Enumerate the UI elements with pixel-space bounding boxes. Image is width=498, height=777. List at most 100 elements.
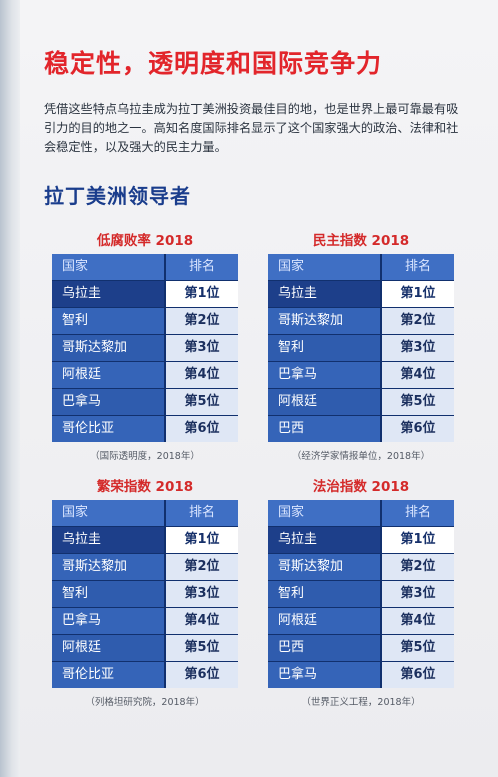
table-row: 哥斯达黎加 第2位 [268, 308, 454, 335]
table-row: 巴西 第6位 [268, 416, 454, 442]
country-cell: 智利 [52, 308, 166, 334]
ranking-panel-corruption: 低腐败率 2018 国家 排名 乌拉圭 第1位 智利 第2位 哥斯达黎加 第3位… [52, 228, 238, 462]
header-country: 国家 [268, 254, 382, 280]
country-cell: 哥斯达黎加 [52, 335, 166, 361]
page-title: 稳定性，透明度和国际竞争力 [44, 49, 383, 78]
panel-title: 低腐败率 2018 [96, 233, 194, 249]
country-cell: 阿根廷 [52, 635, 166, 661]
table-row: 巴西 第5位 [268, 635, 454, 662]
country-cell: 巴拿马 [268, 662, 382, 688]
table-row: 巴拿马 第6位 [268, 662, 454, 688]
country-cell: 哥伦比亚 [52, 416, 166, 442]
table-row: 哥斯达黎加 第2位 [268, 554, 454, 581]
country-cell: 哥斯达黎加 [268, 554, 382, 580]
rank-cell: 第6位 [382, 416, 454, 442]
rank-cell: 第4位 [166, 362, 238, 388]
table-row: 巴拿马 第4位 [268, 362, 454, 389]
section-subtitle: 拉丁美洲领导者 [44, 184, 191, 208]
table-row: 巴拿马 第5位 [52, 389, 238, 416]
rank-cell: 第5位 [166, 389, 238, 415]
ranking-panel-prosperity: 繁荣指数 2018 国家 排名 乌拉圭 第1位 哥斯达黎加 第2位 智利 第3位… [52, 474, 238, 708]
header-country: 国家 [52, 254, 166, 280]
table-row: 乌拉圭 第1位 [268, 281, 454, 308]
table-row: 智利 第3位 [268, 335, 454, 362]
table-row: 巴拿马 第4位 [52, 608, 238, 635]
rank-cell: 第3位 [382, 581, 454, 607]
country-cell: 巴拿马 [268, 362, 382, 388]
rank-cell: 第2位 [382, 308, 454, 334]
page-edge [0, 0, 20, 777]
table-row: 阿根廷 第4位 [268, 608, 454, 635]
country-cell: 智利 [268, 581, 382, 607]
country-cell: 阿根廷 [268, 608, 382, 634]
rank-cell: 第5位 [382, 389, 454, 415]
rank-cell: 第1位 [166, 281, 238, 307]
country-cell: 乌拉圭 [52, 527, 166, 553]
rank-cell: 第4位 [166, 608, 238, 634]
table-row: 乌拉圭 第1位 [52, 527, 238, 554]
rank-cell: 第2位 [166, 308, 238, 334]
ranking-panel-rule-of-law: 法治指数 2018 国家 排名 乌拉圭 第1位 哥斯达黎加 第2位 智利 第3位… [268, 474, 454, 708]
table-source: （国际透明度，2018年） [90, 451, 200, 462]
table-header-row: 国家 排名 [52, 254, 238, 281]
country-cell: 阿根廷 [268, 389, 382, 415]
country-cell: 巴拿马 [52, 389, 166, 415]
rank-cell: 第1位 [166, 527, 238, 553]
table-header-row: 国家 排名 [52, 500, 238, 527]
table-source: （经济学家情报单位，2018年） [291, 451, 431, 462]
table-row: 阿根廷 第5位 [268, 389, 454, 416]
rank-cell: 第4位 [382, 362, 454, 388]
rank-cell: 第3位 [382, 335, 454, 361]
rank-cell: 第6位 [382, 662, 454, 688]
country-cell: 巴西 [268, 635, 382, 661]
table-header-row: 国家 排名 [268, 500, 454, 527]
table-source: （世界正义工程，2018年） [301, 697, 421, 708]
header-rank: 排名 [166, 500, 238, 526]
rank-cell: 第5位 [166, 635, 238, 661]
header-rank: 排名 [382, 254, 454, 280]
panel-title: 繁荣指数 2018 [96, 479, 194, 495]
table-row: 乌拉圭 第1位 [52, 281, 238, 308]
table-row: 哥伦比亚 第6位 [52, 416, 238, 442]
table-source: （列格坦研究院，2018年） [85, 697, 205, 708]
table-row: 哥伦比亚 第6位 [52, 662, 238, 688]
ranking-panel-democracy: 民主指数 2018 国家 排名 乌拉圭 第1位 哥斯达黎加 第2位 智利 第3位… [268, 228, 454, 462]
table-header-row: 国家 排名 [268, 254, 454, 281]
rank-cell: 第6位 [166, 662, 238, 688]
rank-cell: 第2位 [166, 554, 238, 580]
header-country: 国家 [52, 500, 166, 526]
ranking-table: 国家 排名 乌拉圭 第1位 哥斯达黎加 第2位 智利 第3位 巴拿马 第4位 阿… [52, 500, 238, 688]
table-row: 哥斯达黎加 第2位 [52, 554, 238, 581]
country-cell: 智利 [52, 581, 166, 607]
rank-cell: 第3位 [166, 335, 238, 361]
rank-cell: 第5位 [382, 635, 454, 661]
ranking-table: 国家 排名 乌拉圭 第1位 智利 第2位 哥斯达黎加 第3位 阿根廷 第4位 巴… [52, 254, 238, 442]
country-cell: 乌拉圭 [268, 527, 382, 553]
rank-cell: 第4位 [382, 608, 454, 634]
rank-cell: 第2位 [382, 554, 454, 580]
country-cell: 哥斯达黎加 [52, 554, 166, 580]
ranking-table: 国家 排名 乌拉圭 第1位 哥斯达黎加 第2位 智利 第3位 阿根廷 第4位 巴… [268, 500, 454, 688]
rank-cell: 第1位 [382, 281, 454, 307]
country-cell: 阿根廷 [52, 362, 166, 388]
country-cell: 巴西 [268, 416, 382, 442]
table-row: 智利 第3位 [52, 581, 238, 608]
table-row: 智利 第2位 [52, 308, 238, 335]
table-row: 乌拉圭 第1位 [268, 527, 454, 554]
table-row: 哥斯达黎加 第3位 [52, 335, 238, 362]
intro-paragraph: 凭借这些特点乌拉圭成为拉丁美洲投资最佳目的地，也是世界上最可靠最有吸引力的目的地… [44, 102, 459, 154]
ranking-table: 国家 排名 乌拉圭 第1位 哥斯达黎加 第2位 智利 第3位 巴拿马 第4位 阿… [268, 254, 454, 442]
country-cell: 哥斯达黎加 [268, 308, 382, 334]
header-rank: 排名 [382, 500, 454, 526]
header-rank: 排名 [166, 254, 238, 280]
country-cell: 乌拉圭 [268, 281, 382, 307]
rank-cell: 第3位 [166, 581, 238, 607]
panel-title: 法治指数 2018 [312, 479, 410, 495]
rank-cell: 第6位 [166, 416, 238, 442]
table-row: 智利 第3位 [268, 581, 454, 608]
rank-cell: 第1位 [382, 527, 454, 553]
country-cell: 哥伦比亚 [52, 662, 166, 688]
table-row: 阿根廷 第4位 [52, 362, 238, 389]
table-row: 阿根廷 第5位 [52, 635, 238, 662]
